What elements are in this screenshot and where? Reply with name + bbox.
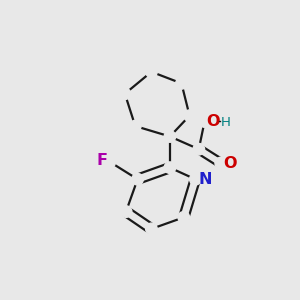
Circle shape (132, 173, 143, 185)
Text: F: F (97, 153, 108, 168)
Circle shape (119, 88, 131, 100)
Circle shape (178, 212, 190, 223)
Text: H: H (220, 116, 230, 129)
Text: O: O (206, 114, 220, 129)
Circle shape (215, 157, 226, 169)
Text: O: O (223, 155, 237, 170)
Circle shape (184, 110, 195, 122)
Text: N: N (198, 172, 211, 187)
Circle shape (190, 173, 201, 185)
Circle shape (164, 131, 176, 142)
Circle shape (146, 66, 157, 78)
Circle shape (193, 143, 205, 155)
Circle shape (120, 206, 132, 217)
Circle shape (104, 156, 116, 168)
Circle shape (199, 116, 210, 127)
Circle shape (176, 78, 187, 89)
Circle shape (146, 223, 157, 235)
Circle shape (164, 162, 176, 173)
Circle shape (130, 120, 141, 132)
